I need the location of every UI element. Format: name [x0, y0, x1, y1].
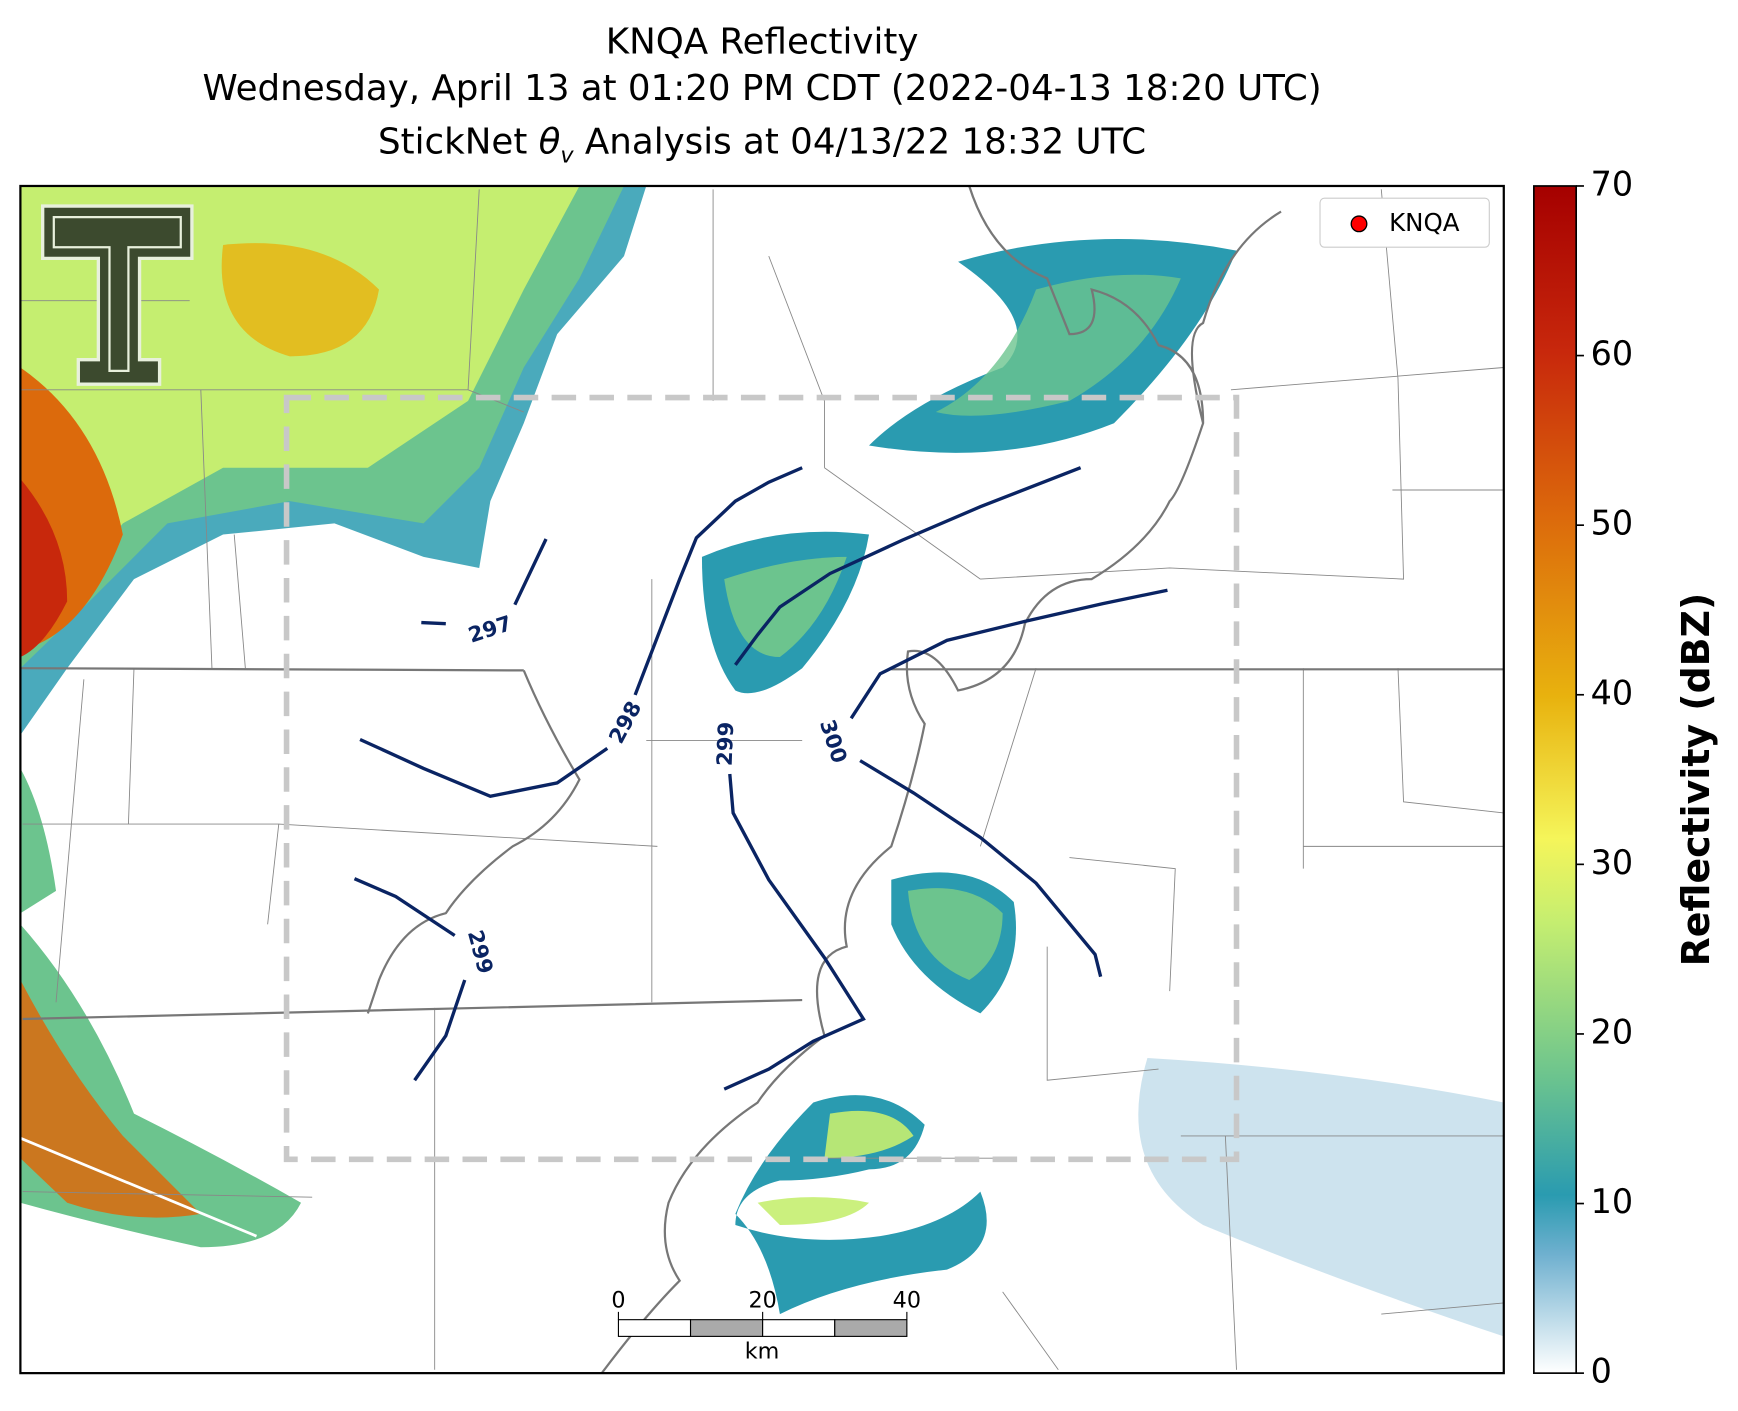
colorbar-tick-label: 0 [1591, 1352, 1612, 1391]
colorbar-tick-label: 10 [1591, 1182, 1634, 1221]
map-frame [19, 184, 1505, 1375]
colorbar-tick-label: 20 [1591, 1012, 1634, 1051]
title-part: Analysis at 04/13/22 18:32 UTC [574, 122, 1147, 163]
title-symbol: θ [539, 122, 561, 163]
colorbar-tick-label: 30 [1591, 843, 1634, 882]
colorbar [1533, 185, 1578, 1374]
legend-box [1319, 197, 1490, 248]
scale-segment [762, 1319, 836, 1337]
scale-tick-label: 20 [748, 1287, 776, 1313]
title-subscript: v [560, 143, 574, 169]
colorbar-tick-label: 50 [1591, 504, 1634, 543]
title-line: StickNet θv Analysis at 04/13/22 18:32 U… [378, 122, 1146, 169]
title-line: KNQA Reflectivity [606, 21, 919, 62]
logo [40, 204, 194, 386]
map-area: 297 298 299 300 299 KNQA 0 20 40 km [20, 185, 1504, 1374]
legend-label: KNQA [1389, 208, 1460, 237]
scale-segment [834, 1319, 908, 1337]
contour-label: 299 [712, 721, 739, 766]
scale-tick-label: 40 [893, 1287, 921, 1313]
colorbar-label: Reflectivity (dBZ) [1674, 593, 1718, 967]
colorbar-tick-label: 70 [1591, 164, 1634, 203]
legend-marker [1350, 215, 1368, 233]
colorbar-tick-label: 60 [1591, 334, 1634, 373]
scale-segment [617, 1319, 692, 1337]
scale-bar: 0 20 40 [611, 1287, 921, 1337]
title-part: StickNet [378, 122, 539, 163]
title-line: Wednesday, April 13 at 01:20 PM CDT (202… [203, 68, 1322, 109]
scale-tick-label: 0 [611, 1287, 625, 1313]
scale-unit: km [745, 1339, 780, 1365]
colorbar-tick-label: 40 [1591, 673, 1634, 712]
scale-segment [689, 1319, 764, 1337]
